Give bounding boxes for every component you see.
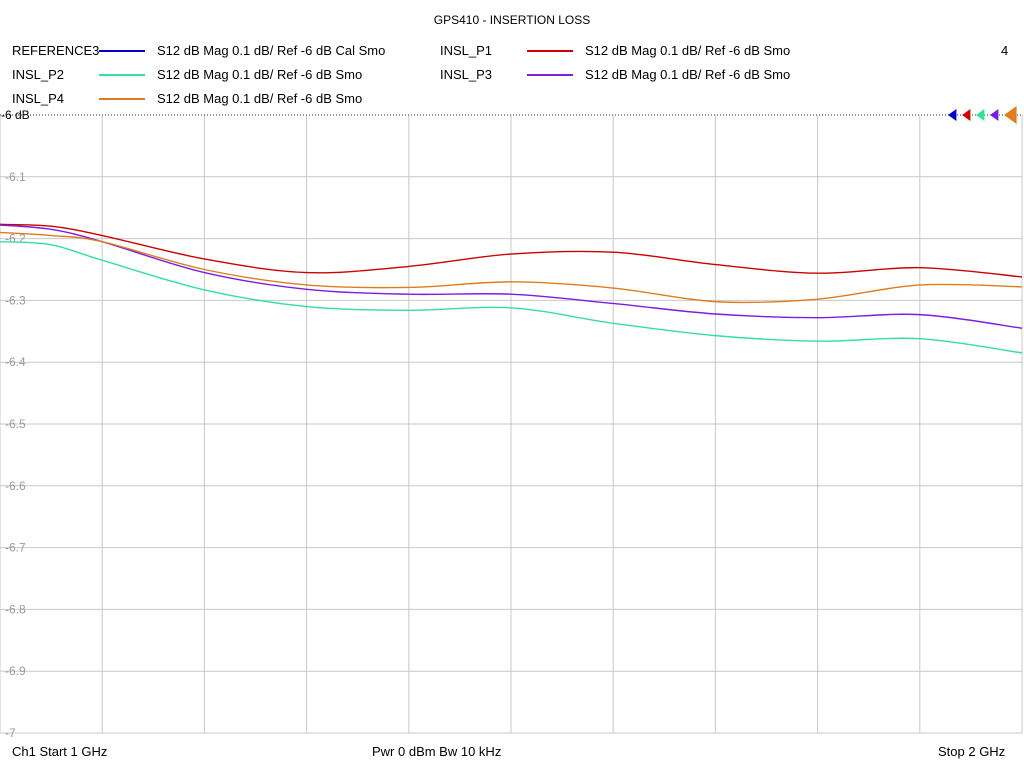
legend-swatch — [527, 50, 573, 52]
legend-series-description: S12 dB Mag 0.1 dB/ Ref -6 dB Cal Smo — [157, 43, 386, 58]
grid — [0, 114, 1023, 734]
footer-power-bandwidth: Pwr 0 dBm Bw 10 kHz — [372, 744, 502, 759]
legend-series-name: INSL_P3 — [440, 67, 493, 82]
legend-swatch — [99, 50, 145, 52]
legend-series-name: INSL_P4 — [12, 91, 65, 106]
y-tick-label: -6 dB — [1, 108, 30, 122]
reference-marker-icon — [948, 109, 957, 121]
trace-insl-p2 — [0, 240, 1023, 354]
y-tick-label: -6.4 — [5, 355, 26, 369]
y-tick-label: -6.5 — [5, 417, 26, 431]
y-tick-label: -6.1 — [5, 170, 26, 184]
legend-series-name: INSL_P2 — [12, 67, 65, 82]
legend-swatch — [99, 98, 145, 100]
reference-marker-icon — [976, 109, 985, 121]
legend-swatch — [527, 74, 573, 76]
plot-area: -6 dB-6.1-6.2-6.3-6.4-6.5-6.6-6.7-6.8-6.… — [0, 106, 1023, 740]
legend-swatch — [99, 74, 145, 76]
y-tick-label: -6.8 — [5, 602, 26, 616]
legend-series-description: S12 dB Mag 0.1 dB/ Ref -6 dB Smo — [157, 91, 363, 106]
reference-marker-icon — [962, 109, 971, 121]
legend-series-description: S12 dB Mag 0.1 dB/ Ref -6 dB Smo — [585, 67, 791, 82]
chart-title: GPS410 - INSERTION LOSS — [433, 13, 591, 27]
legend-series-name: REFERENCE3 — [12, 43, 100, 58]
y-tick-label: -7 — [5, 726, 16, 740]
legend-series-description: S12 dB Mag 0.1 dB/ Ref -6 dB Smo — [157, 67, 363, 82]
legend-series-name: INSL_P1 — [440, 43, 493, 58]
marker-count-label: 4 — [1001, 43, 1009, 58]
traces — [0, 223, 1023, 354]
footer-stop: Stop 2 GHz — [938, 744, 1006, 759]
legend-series-description: S12 dB Mag 0.1 dB/ Ref -6 dB Smo — [585, 43, 791, 58]
y-tick-labels: -6 dB-6.1-6.2-6.3-6.4-6.5-6.6-6.7-6.8-6.… — [1, 108, 30, 740]
reference-markers — [948, 106, 1017, 124]
reference-marker-icon — [990, 109, 999, 121]
y-tick-label: -6.3 — [5, 293, 26, 307]
trace-insl-p4 — [0, 231, 1023, 304]
y-tick-label: -6.7 — [5, 541, 26, 555]
footer-start: Ch1 Start 1 GHz — [12, 744, 108, 759]
y-tick-label: -6.6 — [5, 479, 26, 493]
y-tick-label: -6.9 — [5, 664, 26, 678]
trace-insl-p1 — [0, 223, 1023, 278]
reference-marker-icon — [1004, 106, 1017, 124]
